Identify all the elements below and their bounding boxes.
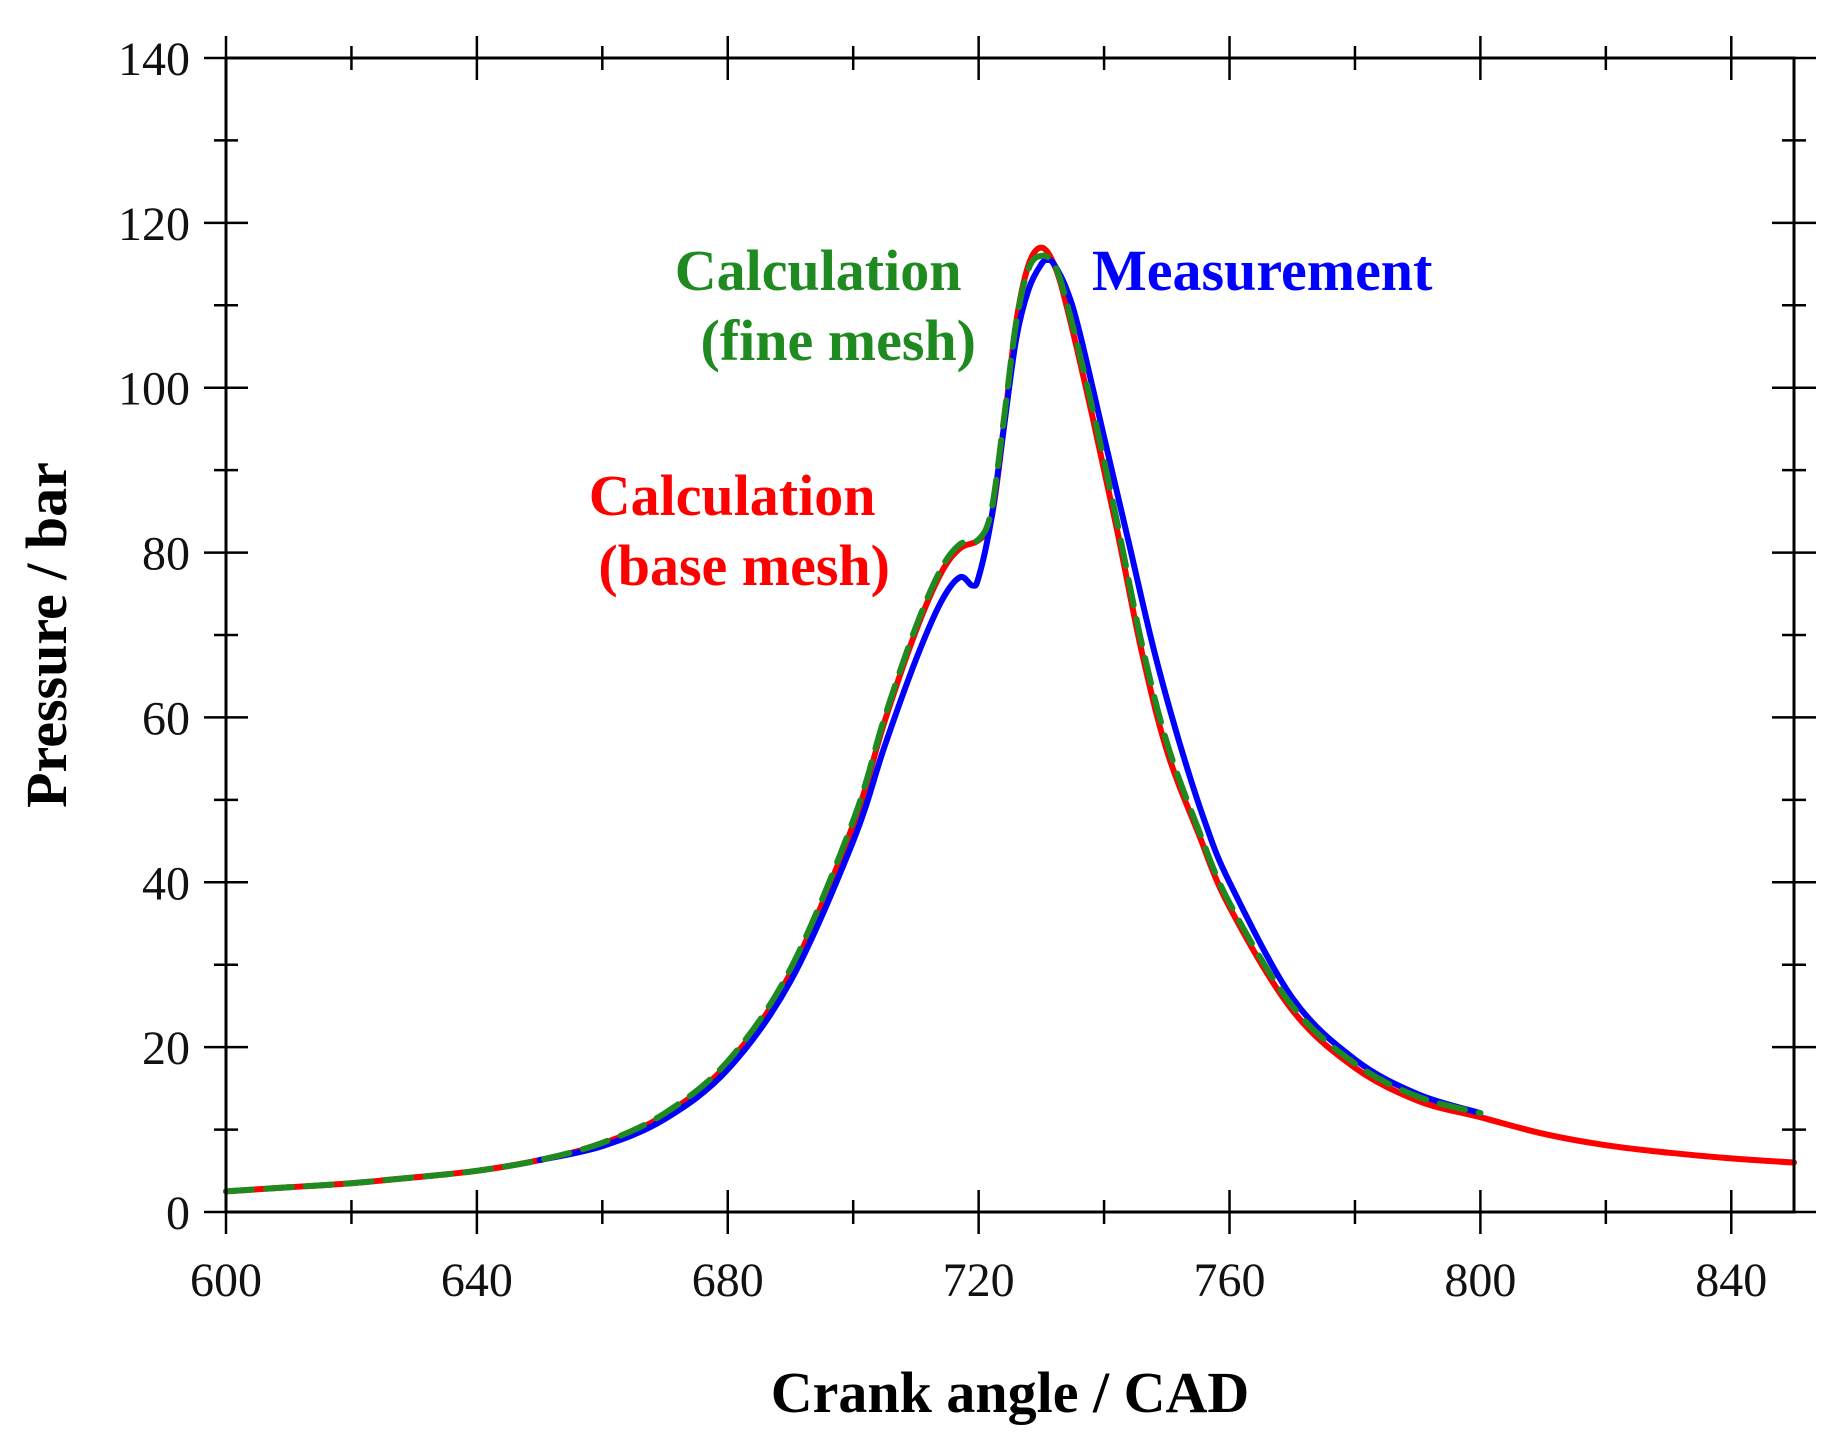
x-tick-label: 680 — [692, 1254, 764, 1307]
x-tick-label: 800 — [1444, 1254, 1516, 1307]
x-tick-label: 760 — [1194, 1254, 1266, 1307]
x-tick-label: 640 — [441, 1254, 513, 1307]
y-tick-label: 40 — [142, 857, 190, 910]
y-tick-label: 20 — [142, 1022, 190, 1075]
annotation-measurement-line1: Measurement — [1092, 238, 1433, 303]
x-tick-label: 840 — [1695, 1254, 1767, 1307]
series-line-measurement — [536, 256, 1484, 1164]
y-tick-label: 100 — [118, 363, 190, 416]
annotation-measurement: Measurement — [1092, 238, 1433, 303]
tick-layer: 600 640 680 720 760 800 840 0 20 40 60 80 100 120 140 — [118, 33, 1816, 1307]
y-tick-label: 0 — [166, 1187, 190, 1240]
annotation-base-mesh: Calculation (base mesh) — [589, 463, 890, 598]
annotation-fine-line1: Calculation — [675, 238, 962, 303]
annotation-base-line2: (base mesh) — [598, 533, 890, 598]
y-axis-title: Pressure / bar — [14, 462, 79, 808]
annotation-base-line1: Calculation — [589, 463, 876, 528]
x-tick-label: 720 — [943, 1254, 1015, 1307]
series-layer — [223, 244, 1797, 1195]
annotation-fine-mesh: Calculation (fine mesh) — [675, 238, 976, 373]
annotation-fine-line2: (fine mesh) — [701, 308, 976, 373]
plot-frame — [224, 56, 1796, 1214]
y-tick-label: 60 — [142, 692, 190, 745]
y-tick-label: 120 — [118, 198, 190, 251]
y-tick-label: 140 — [118, 33, 190, 86]
series-line-calculation-fine-mesh — [223, 252, 1484, 1195]
annotation-layer: Calculation (fine mesh) Measurement Calc… — [589, 238, 1433, 598]
x-axis-title: Crank angle / CAD — [771, 1360, 1250, 1425]
x-tick-label: 600 — [190, 1254, 262, 1307]
y-tick-label: 80 — [142, 528, 190, 581]
